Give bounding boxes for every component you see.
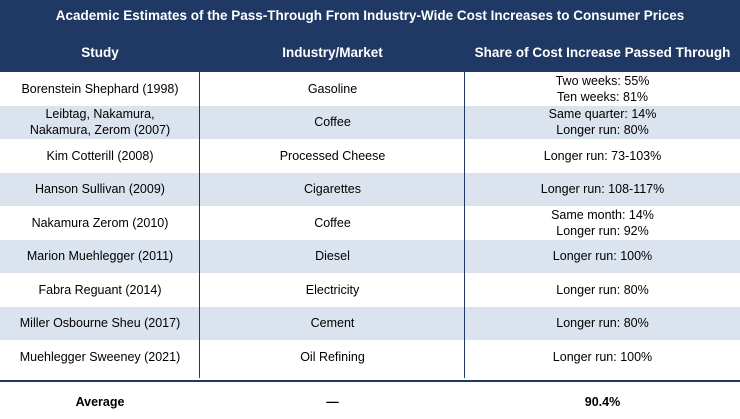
industry-cell: Cigarettes [304, 182, 361, 197]
study-cell: Marion Muehlegger (2011) [26, 249, 174, 264]
average-value: 90.4% [584, 394, 621, 409]
share-cell: Two weeks: 55% Ten weeks: 81% [555, 73, 650, 104]
share-cell: Longer run: 73-103% [543, 148, 662, 163]
share-cell: Longer run: 100% [552, 349, 653, 364]
industry-cell: Electricity [305, 282, 360, 297]
table-row: Leibtag, Nakamura, Nakamura, Zerom (2007)… [0, 105, 740, 139]
study-cell: Muehlegger Sweeney (2021) [19, 349, 181, 364]
study-cell: Nakamura Zerom (2010) [31, 215, 169, 230]
industry-cell: Coffee [314, 215, 351, 230]
study-cell: Hanson Sullivan (2009) [35, 182, 165, 197]
industry-cell: Diesel [315, 249, 350, 264]
industry-cell: Oil Refining [300, 349, 365, 364]
share-cell: Longer run: 80% [556, 282, 649, 297]
table-header: Academic Estimates of the Pass-Through F… [0, 0, 740, 72]
table-row: Muehlegger Sweeney (2021) Oil Refining L… [0, 340, 740, 374]
table-row: Marion Muehlegger (2011) Diesel Longer r… [0, 239, 740, 273]
industry-cell: Processed Cheese [279, 148, 386, 163]
column-divider [199, 72, 200, 378]
study-cell: Leibtag, Nakamura, Nakamura, Zerom (2007) [29, 107, 171, 138]
table-row: Miller Osbourne Sheu (2017) Cement Longe… [0, 306, 740, 340]
study-cell: Kim Cotterill (2008) [46, 148, 154, 163]
study-cell: Borenstein Shephard (1998) [21, 81, 179, 96]
share-cell: Longer run: 100% [552, 249, 653, 264]
average-label: Average [75, 394, 125, 409]
column-header-study: Study [81, 45, 119, 60]
column-header-share: Share of Cost Increase Passed Through [474, 45, 731, 60]
table-row: Kim Cotterill (2008) Processed Cheese Lo… [0, 139, 740, 173]
table-row: Hanson Sullivan (2009) Cigarettes Longer… [0, 172, 740, 206]
share-cell: Same month: 14% Longer run: 92% [551, 207, 654, 238]
average-row: Average — 90.4% [0, 384, 740, 419]
study-cell: Miller Osbourne Sheu (2017) [19, 316, 181, 331]
industry-cell: Cement [310, 316, 355, 331]
column-header-industry: Industry/Market [282, 45, 383, 60]
share-cell: Same quarter: 14% Longer run: 80% [548, 107, 657, 138]
share-cell: Longer run: 80% [556, 316, 649, 331]
study-cell: Fabra Reguant (2014) [38, 282, 162, 297]
table-body: Borenstein Shephard (1998) Gasoline Two … [0, 72, 740, 374]
industry-cell: Coffee [314, 115, 351, 130]
average-industry: — [326, 394, 339, 409]
table-row: Nakamura Zerom (2010) Coffee Same month:… [0, 206, 740, 240]
industry-cell: Gasoline [307, 81, 358, 96]
table-title: Academic Estimates of the Pass-Through F… [55, 8, 685, 23]
table-row: Borenstein Shephard (1998) Gasoline Two … [0, 72, 740, 106]
share-cell: Longer run: 108-117% [540, 182, 665, 197]
table-row: Fabra Reguant (2014) Electricity Longer … [0, 273, 740, 307]
average-separator [0, 380, 740, 382]
column-divider [464, 72, 465, 378]
